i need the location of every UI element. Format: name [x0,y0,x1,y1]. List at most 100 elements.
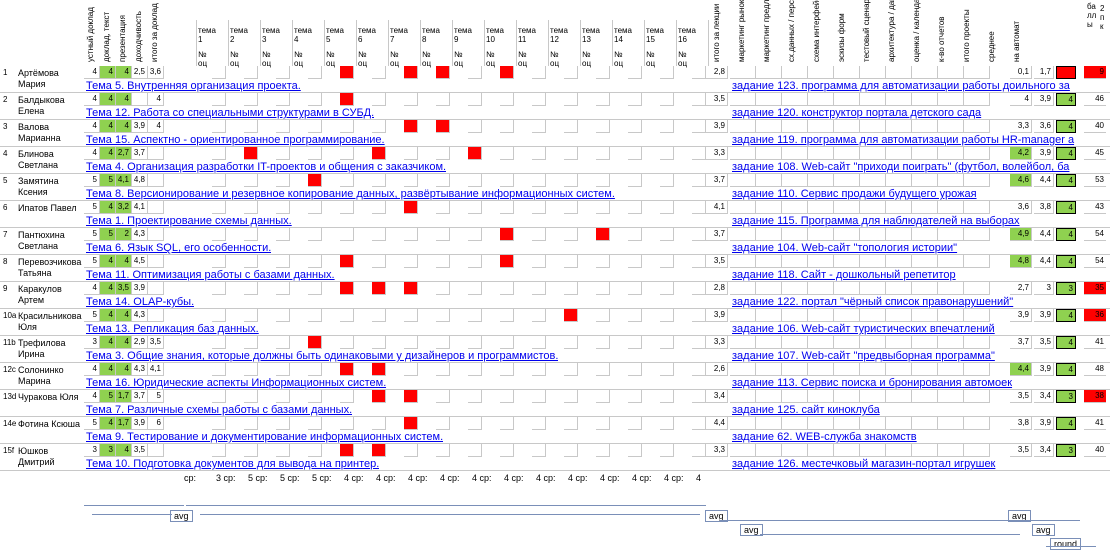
topic-grade-cell[interactable] [212,255,226,268]
topic-grade-cell[interactable] [660,336,674,349]
project-grade-cell[interactable] [730,282,756,295]
project-grade-cell[interactable] [730,444,756,457]
topic-link[interactable]: Тема 14. OLAP-кубы. [86,296,195,308]
topic-grade-cell[interactable] [340,66,354,79]
project-grade-cell[interactable] [860,444,886,457]
project-grade-cell[interactable] [756,390,782,403]
grade-cell[interactable]: 3,5 [116,282,132,295]
project-grade-cell[interactable] [938,309,964,322]
project-grade-cell[interactable] [782,255,808,268]
topic-grade-cell[interactable] [308,336,322,349]
topic-grade-cell[interactable] [436,309,450,322]
project-grade-cell[interactable] [782,228,808,241]
topic-grade-cell[interactable] [564,444,578,457]
project-grade-cell[interactable] [886,390,912,403]
topic-grade-cell[interactable] [212,66,226,79]
topic-grade-cell[interactable] [564,174,578,187]
topic-grade-cell[interactable] [692,417,706,430]
project-grade-cell[interactable] [834,228,860,241]
project-grade-cell[interactable] [808,66,834,79]
topic-grade-cell[interactable] [596,174,610,187]
topic-grade-cell[interactable] [340,444,354,457]
project-grade-cell[interactable] [808,255,834,268]
student-name[interactable]: Каракулов Артем [18,284,62,305]
task-link[interactable]: задание 120. конструктор портала детског… [732,107,982,119]
topic-grade-cell[interactable] [628,93,642,106]
project-grade-cell[interactable] [756,282,782,295]
topic-grade-cell[interactable] [436,336,450,349]
topic-grade-cell[interactable] [628,174,642,187]
grade-cell[interactable]: 4,1 [116,174,132,187]
topic-grade-cell[interactable] [468,120,482,133]
project-grade-cell[interactable] [912,309,938,322]
auto-grade[interactable]: 4 [1056,147,1076,160]
grade-cell[interactable]: 4,8 [132,174,148,187]
project-grade-cell[interactable] [860,66,886,79]
topic-grade-cell[interactable] [212,282,226,295]
project-grade-cell[interactable] [860,309,886,322]
topic-grade-cell[interactable] [276,174,290,187]
project-grade-cell[interactable] [782,93,808,106]
project-grade-cell[interactable] [834,309,860,322]
project-grade-cell[interactable] [834,174,860,187]
topic-grade-cell[interactable] [500,120,514,133]
topic-grade-cell[interactable] [308,93,322,106]
topic-grade-cell[interactable] [436,147,450,160]
topic-grade-cell[interactable] [468,417,482,430]
topic-grade-cell[interactable] [468,282,482,295]
project-grade-cell[interactable] [886,282,912,295]
topic-grade-cell[interactable] [340,93,354,106]
grade-cell[interactable]: 3,5 [148,336,164,349]
project-grade-cell[interactable] [756,228,782,241]
topic-grade-cell[interactable] [244,120,258,133]
project-grade-cell[interactable] [782,336,808,349]
grade-cell[interactable]: 4 [100,93,116,106]
project-grade-cell[interactable] [808,228,834,241]
grade-cell[interactable]: 1,7 [116,417,132,430]
project-grade-cell[interactable] [860,363,886,376]
topic-grade-cell[interactable] [308,66,322,79]
grade-cell[interactable]: 4 [84,390,100,403]
topic-grade-cell[interactable] [212,201,226,214]
topic-grade-cell[interactable] [404,336,418,349]
project-grade-cell[interactable] [756,363,782,376]
student-name[interactable]: Ипатов Павел [18,203,77,213]
project-grade-cell[interactable] [938,363,964,376]
project-grade-cell[interactable] [964,444,990,457]
topic-grade-cell[interactable] [596,336,610,349]
topic-grade-cell[interactable] [468,390,482,403]
topic-grade-cell[interactable] [244,336,258,349]
topic-grade-cell[interactable] [628,444,642,457]
project-grade-cell[interactable] [808,282,834,295]
topic-grade-cell[interactable] [564,120,578,133]
project-grade-cell[interactable] [938,282,964,295]
project-grade-cell[interactable] [938,174,964,187]
topic-grade-cell[interactable] [660,228,674,241]
project-grade-cell[interactable] [808,120,834,133]
topic-grade-cell[interactable] [436,174,450,187]
topic-link[interactable]: Тема 7. Различные схемы работы с базами … [86,404,353,416]
grade-cell[interactable]: 4 [116,93,132,106]
task-link[interactable]: задание 110. Сервис продажи будущего уро… [732,188,977,200]
grade-cell[interactable]: 4 [116,336,132,349]
topic-grade-cell[interactable] [404,120,418,133]
topic-grade-cell[interactable] [564,282,578,295]
project-grade-cell[interactable] [964,66,990,79]
topic-grade-cell[interactable] [276,228,290,241]
grade-cell[interactable] [148,255,164,268]
topic-grade-cell[interactable] [692,390,706,403]
task-link[interactable]: задание 107. Web-сайт "предвыборная прог… [732,350,995,362]
topic-grade-cell[interactable] [212,417,226,430]
topic-grade-cell[interactable] [596,147,610,160]
topic-grade-cell[interactable] [660,93,674,106]
topic-grade-cell[interactable] [532,390,546,403]
topic-grade-cell[interactable] [436,228,450,241]
topic-grade-cell[interactable] [212,363,226,376]
project-grade-cell[interactable] [730,147,756,160]
project-grade-cell[interactable] [886,255,912,268]
topic-grade-cell[interactable] [692,201,706,214]
topic-link[interactable]: Тема 4. Организация разработки IT-проект… [86,161,447,173]
topic-grade-cell[interactable] [500,147,514,160]
project-grade-cell[interactable] [912,201,938,214]
topic-grade-cell[interactable] [532,228,546,241]
